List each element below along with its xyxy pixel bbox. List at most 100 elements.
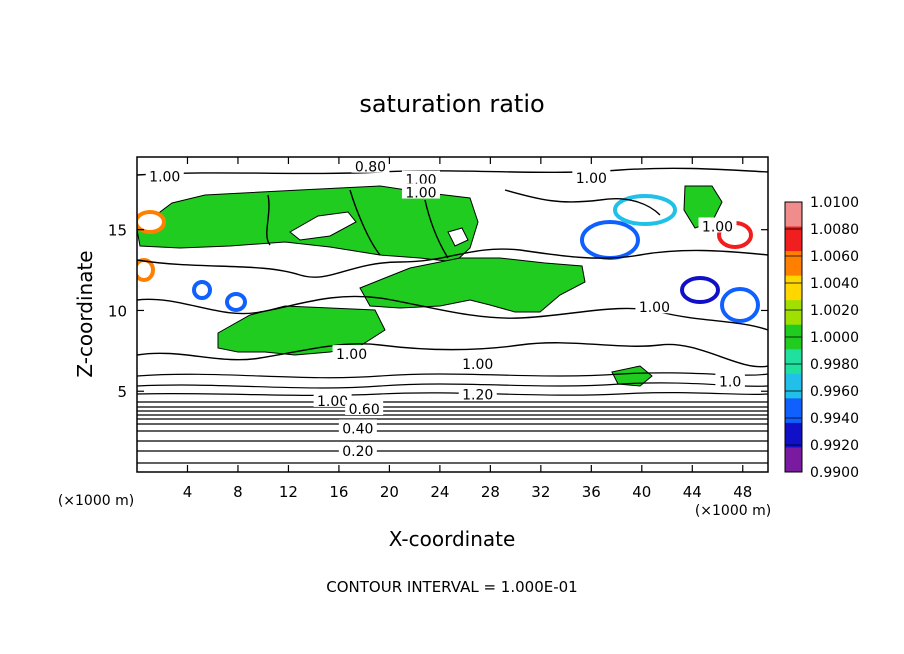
contour-label: 0.20 [342, 444, 373, 460]
contour-line [349, 189, 381, 256]
x-unit-label-right: (×1000 m) [695, 503, 771, 519]
y-axis: 5 10 15 [108, 222, 768, 401]
clear-pocket-2 [447, 227, 469, 247]
x-tick-label: 32 [531, 483, 550, 501]
colorbar-swatch [785, 226, 802, 252]
x-tick-label: 44 [683, 483, 702, 501]
contour-line [504, 189, 661, 216]
edge-cell [613, 194, 677, 226]
x-tick-label: 8 [233, 483, 243, 501]
colorbar-level-label: 0.9940 [810, 411, 859, 427]
contour-label-background [715, 372, 745, 388]
contour-label-background [145, 167, 184, 183]
contour-line [137, 248, 768, 278]
contour-label-background [458, 385, 497, 401]
colorbar-level-label: 0.9980 [810, 357, 859, 373]
colorbar-level-label: 1.0000 [810, 330, 859, 346]
contour-label: 0.80 [355, 160, 386, 176]
contour-label: 1.00 [639, 300, 670, 316]
colorbar-level-label: 1.0020 [810, 303, 859, 319]
contour-labels: 0.80 1.00 1.00 1.00 1.00 1.00 1.00 1.00 1.00 1.0 1… [145, 157, 745, 460]
x-tick-label: 20 [380, 483, 399, 501]
contour-interval-note: CONTOUR INTERVAL = 1.000E-01 [326, 578, 577, 596]
x-tick-label: 28 [481, 483, 500, 501]
contour-line [137, 342, 768, 368]
contour-label: 1.00 [317, 394, 348, 410]
colorbar-swatch [785, 447, 802, 473]
contour-line [137, 382, 768, 389]
contour-label: 0.40 [342, 421, 373, 437]
edge-cell [680, 276, 720, 304]
contour-label-background [338, 442, 377, 457]
contour-label-background [635, 298, 674, 314]
contour-label-background [338, 419, 377, 435]
edge-cell [137, 210, 166, 234]
contour-line [137, 372, 768, 379]
contour-label: 1.00 [405, 186, 436, 202]
colorbar-level-label: 1.0060 [810, 249, 859, 265]
green-region-right-lower [611, 365, 653, 387]
contour-label-background [401, 183, 440, 199]
edge-cell [580, 220, 640, 260]
contour-label: 1.00 [149, 169, 180, 185]
y-tick-label: 10 [108, 302, 127, 320]
colorbar-swatch [785, 422, 802, 448]
colorbar: 1.0100 1.0080 1.0060 1.0040 1.0020 1.0000 0.99… [784, 195, 859, 481]
clear-pocket-1 [289, 211, 357, 241]
colorbar-swatch [785, 275, 802, 301]
contour-label-background [458, 354, 497, 370]
y-axis-label: Z-coordinate [73, 250, 97, 377]
x-axis-label: X-coordinate [389, 527, 516, 551]
colorbar-swatch [785, 349, 802, 375]
colorbar-level-label: 1.0080 [810, 222, 859, 238]
contour-label-background [572, 169, 611, 184]
x-tick-label: 4 [183, 483, 193, 501]
contour-label: 1.00 [336, 347, 367, 363]
y-tick-label: 15 [108, 222, 127, 240]
contour-label-background [313, 391, 352, 407]
x-tick-label: 36 [582, 483, 601, 501]
colorbar-level-label: 0.9920 [810, 438, 859, 454]
chart-title: saturation ratio [359, 90, 544, 118]
contour-line [137, 167, 768, 176]
x-unit-label-left: (×1000 m) [58, 493, 134, 509]
plot-frame [136, 156, 769, 473]
colorbar-level-label: 0.9960 [810, 384, 859, 400]
x-axis: 4 8 12 16 20 24 28 32 36 40 44 48 [183, 157, 752, 501]
contour-label-background [351, 157, 390, 173]
edge-cell [137, 258, 155, 282]
contour-label: 0.60 [349, 402, 380, 418]
contour-label-background [345, 400, 384, 415]
edge-cell [225, 292, 247, 312]
clear-air-pockets [289, 211, 469, 247]
x-tick-label: 12 [279, 483, 298, 501]
colorbar-level-label: 1.0100 [810, 195, 859, 211]
edge-cell [720, 287, 760, 323]
contour-line [137, 295, 768, 331]
x-tick-label: 16 [329, 483, 348, 501]
contour-label-background [698, 217, 737, 233]
x-tick-label: 24 [430, 483, 449, 501]
contour-lines-lower-bands [137, 372, 768, 464]
colorbar-level-label: 0.9900 [810, 465, 859, 481]
colorbar-level-label: 1.0040 [810, 276, 859, 292]
x-tick-label: 48 [733, 483, 752, 501]
contour-label: 1.0 [719, 375, 741, 391]
x-tick-label: 40 [632, 483, 651, 501]
plot-area: 0.80 1.00 1.00 1.00 1.00 1.00 1.00 1.00 1.00 1.0 1… [137, 157, 768, 472]
edge-cell [192, 280, 212, 300]
y-tick-label: 5 [117, 383, 127, 401]
contour-line [266, 194, 271, 246]
contour-label-background [332, 345, 371, 361]
colorbar-swatch [785, 398, 802, 424]
contour-label-background [401, 170, 440, 186]
contour-line [424, 199, 449, 259]
contour-label: 1.00 [702, 219, 733, 235]
contour-label: 1.20 [462, 387, 493, 403]
contour-label: 1.00 [462, 357, 493, 373]
contour-label: 1.00 [576, 171, 607, 187]
colorbar-swatch [785, 251, 802, 277]
colorbar-swatch [785, 300, 802, 326]
colorbar-swatch [785, 202, 802, 228]
